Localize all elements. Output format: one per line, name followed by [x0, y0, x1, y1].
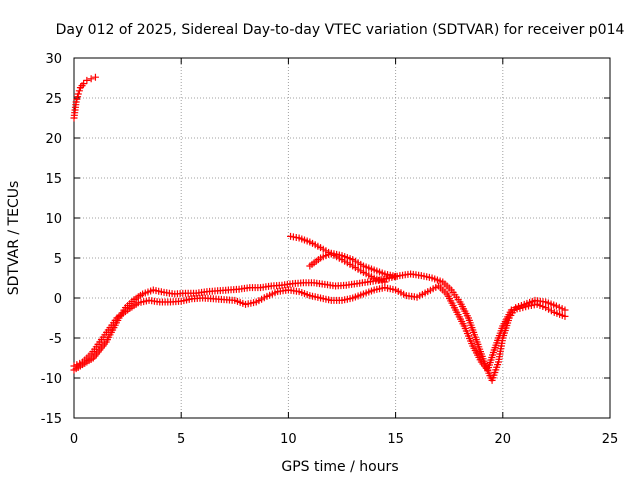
series-main-track — [70, 270, 569, 384]
data-point — [74, 90, 82, 98]
data-point — [561, 312, 569, 320]
plot-frame — [73, 57, 611, 419]
y-tick-label: 25 — [45, 92, 62, 107]
data-point — [91, 73, 99, 81]
x-axis-label: GPS time / hours — [281, 459, 398, 475]
y-tick-label: -15 — [41, 412, 62, 427]
x-tick-label: 5 — [177, 432, 185, 447]
x-tick-label: 10 — [280, 432, 297, 447]
data-series — [70, 73, 569, 384]
data-point — [83, 76, 91, 84]
y-tick-label: -5 — [49, 332, 62, 347]
y-tick-label: -10 — [41, 372, 62, 387]
y-axis-label: SDTVAR / TECUs — [6, 181, 22, 296]
data-point — [381, 278, 389, 286]
data-point — [75, 87, 83, 95]
grid — [74, 58, 610, 418]
x-tick-label: 20 — [495, 432, 512, 447]
data-point — [392, 272, 400, 280]
x-tick-label: 25 — [602, 432, 619, 447]
y-tick-label: 5 — [54, 252, 62, 267]
axis-ticks: 0 5 10 15 20 25 -15 -10 -5 0 5 10 15 20 25 30 — [41, 52, 619, 447]
data-point — [561, 306, 569, 314]
data-point — [87, 75, 95, 83]
data-point — [80, 80, 88, 88]
series-upper-arc — [287, 232, 389, 286]
x-tick-label: 0 — [70, 432, 78, 447]
y-tick-label: 15 — [45, 172, 62, 187]
x-tick-label: 15 — [387, 432, 404, 447]
y-tick-label: 20 — [45, 132, 62, 147]
y-tick-label: 10 — [45, 212, 62, 227]
series-lower-track — [70, 282, 569, 374]
chart-title: Day 012 of 2025, Sidereal Day-to-day VTE… — [56, 22, 625, 38]
y-tick-label: 30 — [45, 52, 62, 67]
y-tick-label: 0 — [54, 292, 62, 307]
series-second-arc — [306, 249, 400, 280]
series-early-high — [70, 73, 99, 122]
